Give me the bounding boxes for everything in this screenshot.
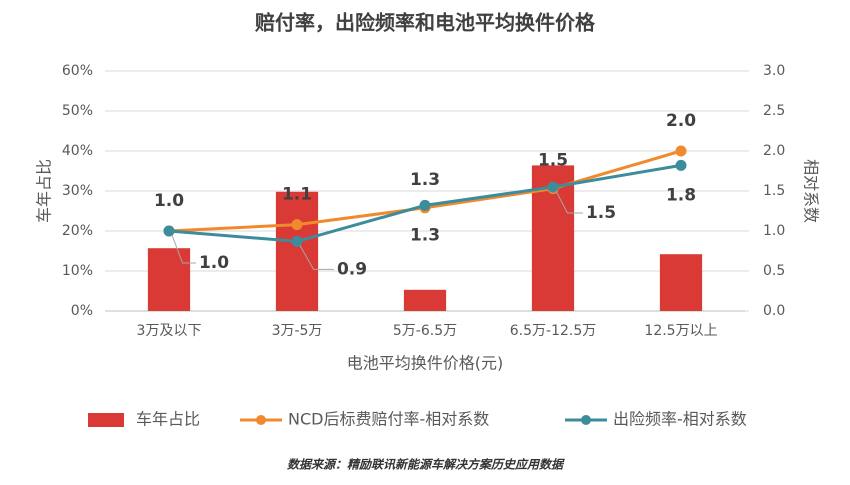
data-label: 0.9 — [337, 259, 367, 279]
legend-marker — [256, 415, 266, 425]
leader-line — [555, 190, 583, 214]
point — [291, 219, 303, 231]
point — [675, 159, 687, 171]
legend-swatch — [88, 413, 124, 427]
legend-label: NCD后标费赔付率-相对系数 — [288, 410, 489, 429]
data-label: 1.1 — [282, 185, 312, 205]
bar — [275, 191, 319, 311]
bar — [147, 248, 191, 311]
y-tick-label: 20% — [62, 223, 93, 239]
point — [419, 199, 431, 211]
x-tick-label: 6.5万-12.5万 — [510, 323, 597, 339]
y2-tick-label: 1.5 — [763, 183, 785, 199]
y2-tick-label: 2.5 — [763, 103, 785, 119]
y-tick-label: 10% — [62, 263, 93, 279]
y2-tick-label: 0.0 — [763, 303, 785, 319]
data-label: 1.3 — [410, 225, 440, 245]
data-label: 1.0 — [199, 253, 229, 273]
leader-line — [299, 245, 334, 270]
source-note: 数据来源：精励联讯新能源车解决方案历史应用数据 — [287, 458, 565, 472]
leader-line — [171, 234, 196, 264]
y2-tick-label: 1.0 — [763, 223, 785, 239]
point — [291, 235, 303, 247]
chart-title: 赔付率，出险频率和电池平均换件价格 — [255, 11, 596, 35]
x-tick-label: 12.5万以上 — [644, 323, 717, 339]
y2-axis-label: 相对系数 — [802, 159, 821, 223]
point — [163, 225, 175, 237]
y-tick-label: 40% — [62, 143, 93, 159]
x-tick-label: 5万-6.5万 — [393, 323, 457, 339]
y-tick-label: 60% — [62, 63, 93, 79]
x-tick-label: 3万-5万 — [272, 323, 323, 339]
y-tick-label: 30% — [62, 183, 93, 199]
y2-tick-label: 2.0 — [763, 143, 785, 159]
data-label: 1.5 — [586, 203, 616, 223]
y-tick-label: 0% — [71, 303, 93, 319]
y2-tick-label: 0.5 — [763, 263, 785, 279]
data-label: 1.0 — [154, 191, 184, 211]
data-label: 1.8 — [666, 185, 696, 205]
data-label: 1.5 — [538, 151, 568, 171]
y-axis-label: 车年占比 — [35, 159, 54, 223]
bar — [659, 254, 703, 311]
y2-tick-label: 3.0 — [763, 63, 785, 79]
data-label: 1.3 — [410, 170, 440, 190]
bar — [403, 289, 447, 311]
legend-label: 车年占比 — [136, 410, 200, 429]
x-tick-label: 3万及以下 — [137, 323, 202, 339]
data-label: 2.0 — [666, 111, 696, 131]
legend-marker — [581, 415, 591, 425]
point — [547, 181, 559, 193]
y-tick-label: 50% — [62, 103, 93, 119]
x-axis-label: 电池平均换件价格(元) — [347, 354, 504, 373]
point — [675, 145, 687, 157]
legend-label: 出险频率-相对系数 — [613, 410, 747, 429]
